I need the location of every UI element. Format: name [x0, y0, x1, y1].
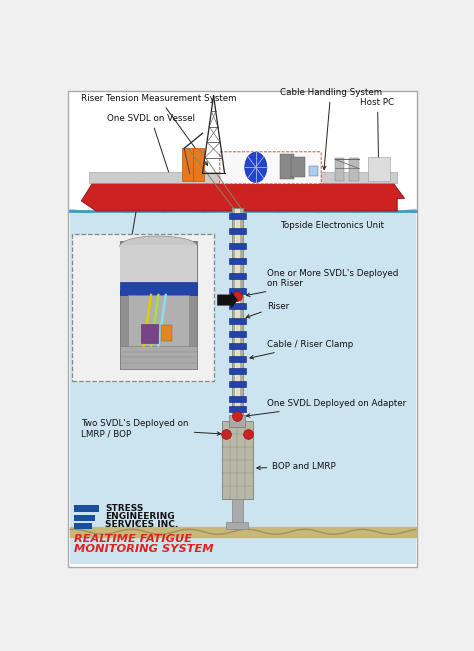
- Circle shape: [245, 152, 267, 182]
- Text: Cable Handling System: Cable Handling System: [280, 88, 382, 169]
- Bar: [70, 211, 416, 564]
- Text: ®: ®: [133, 521, 139, 527]
- Bar: [228, 406, 246, 412]
- Bar: [72, 234, 213, 381]
- Bar: [228, 331, 246, 337]
- Bar: [228, 288, 246, 294]
- Text: SERVICES INC.: SERVICES INC.: [105, 519, 178, 529]
- Bar: [120, 245, 197, 290]
- Bar: [228, 258, 246, 264]
- Bar: [229, 415, 246, 426]
- Text: Cable / Riser Clamp: Cable / Riser Clamp: [250, 340, 353, 359]
- Bar: [227, 521, 248, 529]
- Bar: [120, 282, 197, 295]
- Bar: [193, 148, 204, 181]
- Text: One SVDL on Vessel: One SVDL on Vessel: [107, 114, 195, 193]
- Bar: [228, 213, 246, 219]
- Text: Subsea Cables
in MUX Cable
Clamps with
Rubber Inserts: Subsea Cables in MUX Cable Clamps with R…: [74, 241, 136, 281]
- Bar: [182, 148, 193, 181]
- Bar: [349, 158, 359, 181]
- Text: Host PC: Host PC: [360, 98, 394, 180]
- Bar: [74, 515, 94, 521]
- Text: BOP and LMRP: BOP and LMRP: [257, 462, 336, 471]
- Bar: [128, 295, 189, 350]
- Text: STRESS: STRESS: [105, 504, 144, 513]
- FancyBboxPatch shape: [220, 152, 321, 184]
- Polygon shape: [82, 184, 405, 211]
- Bar: [280, 154, 294, 180]
- Bar: [222, 421, 253, 499]
- FancyArrow shape: [217, 292, 238, 309]
- Bar: [74, 505, 99, 512]
- Bar: [291, 158, 305, 177]
- Bar: [309, 166, 318, 176]
- Bar: [232, 499, 243, 527]
- Bar: [232, 208, 243, 426]
- Text: ENGINEERING: ENGINEERING: [105, 512, 175, 521]
- Bar: [335, 158, 344, 181]
- Text: Topside Electronics Unit: Topside Electronics Unit: [280, 221, 383, 230]
- Bar: [228, 243, 246, 249]
- Bar: [141, 324, 158, 343]
- Bar: [232, 208, 235, 426]
- Bar: [228, 381, 246, 387]
- Bar: [228, 356, 246, 362]
- Text: Riser: Riser: [246, 301, 289, 318]
- Bar: [74, 523, 91, 529]
- Bar: [89, 173, 397, 184]
- Bar: [120, 241, 197, 369]
- Bar: [228, 318, 246, 324]
- Text: One SVDL Deployed on Adapter: One SVDL Deployed on Adapter: [246, 400, 406, 417]
- Bar: [228, 228, 246, 234]
- Bar: [240, 208, 243, 426]
- Text: Riser Tension Measurement System: Riser Tension Measurement System: [82, 94, 237, 165]
- Bar: [235, 208, 240, 426]
- Bar: [232, 421, 243, 426]
- Bar: [161, 326, 173, 340]
- Bar: [368, 157, 390, 181]
- Bar: [228, 343, 246, 350]
- Bar: [228, 273, 246, 279]
- Bar: [120, 346, 197, 369]
- Text: Two SVDL's Deployed on
LMRP / BOP: Two SVDL's Deployed on LMRP / BOP: [82, 419, 221, 439]
- Text: One or More SVDL's Deployed
on Riser: One or More SVDL's Deployed on Riser: [246, 269, 398, 296]
- Bar: [228, 396, 246, 402]
- Bar: [228, 303, 246, 309]
- Ellipse shape: [120, 236, 197, 256]
- Text: SVDL and Clamp: SVDL and Clamp: [74, 174, 147, 366]
- Text: REALTIME FATIGUE: REALTIME FATIGUE: [74, 534, 192, 544]
- Text: MONITORING SYSTEM: MONITORING SYSTEM: [74, 544, 214, 554]
- Bar: [228, 368, 246, 374]
